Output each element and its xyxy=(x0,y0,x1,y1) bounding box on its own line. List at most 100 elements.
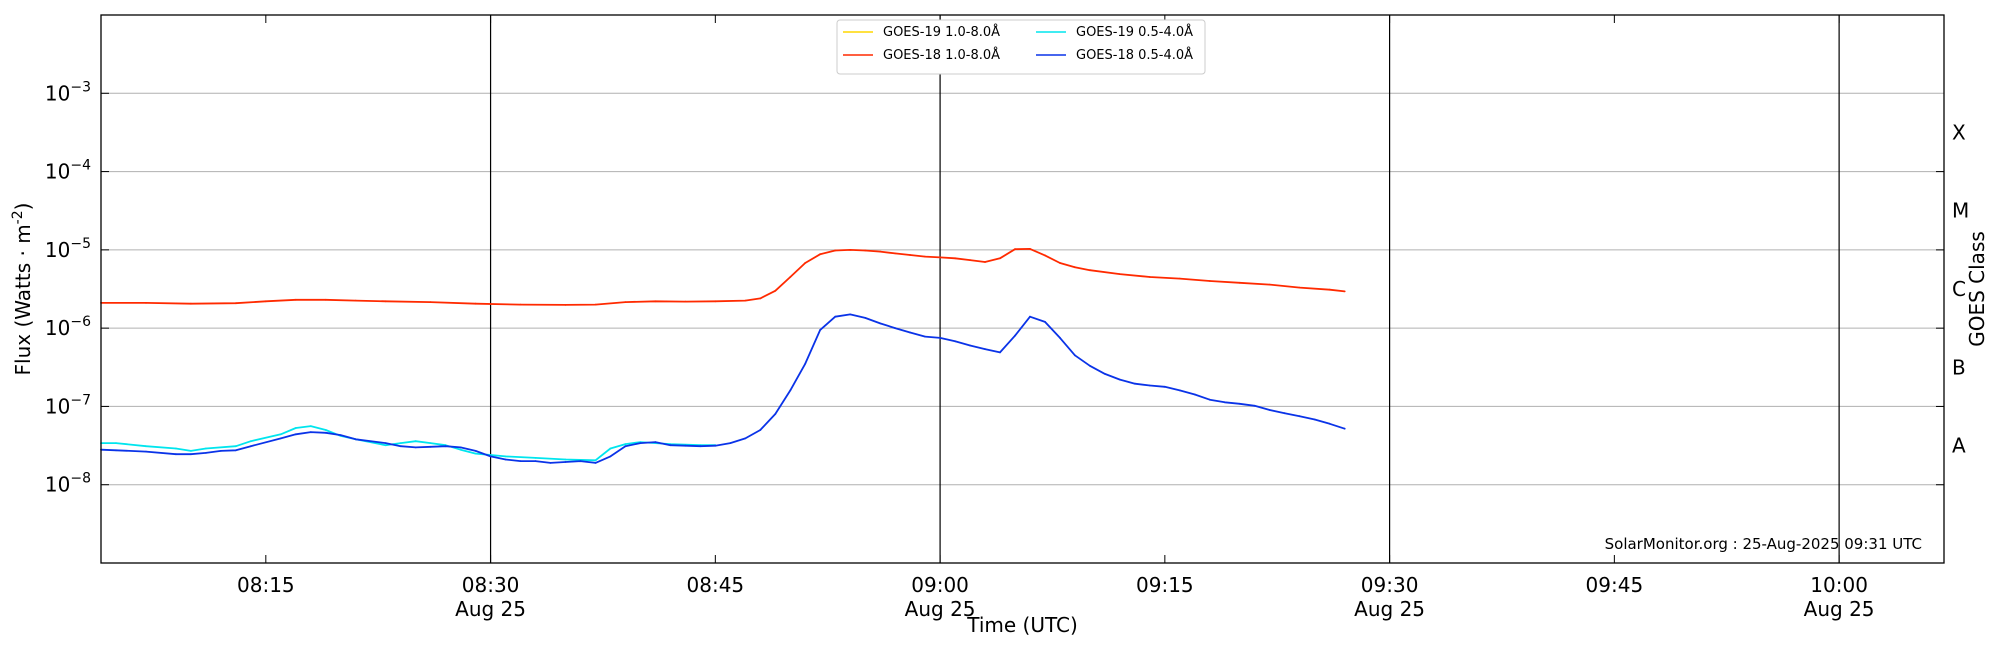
x-tick-label: 08:45 xyxy=(687,573,745,597)
goes-class-label: A xyxy=(1952,434,1966,458)
data-point xyxy=(324,429,327,431)
x-tick-label: 10:00 xyxy=(1810,573,1868,597)
data-point xyxy=(594,303,597,306)
data-point xyxy=(190,302,192,305)
data-point xyxy=(864,249,867,252)
data-point xyxy=(235,445,237,448)
data-point xyxy=(684,300,687,303)
y-tick-label: 10−8 xyxy=(45,471,91,497)
data-point xyxy=(984,261,986,263)
data-point xyxy=(384,300,387,303)
data-point xyxy=(804,262,807,264)
y-axis-title: Flux (Watts · m-2) xyxy=(10,203,35,376)
goes-class-label: X xyxy=(1952,120,1966,144)
series-lines xyxy=(100,247,1346,464)
x-tick-date-label: Aug 25 xyxy=(1354,597,1425,621)
data-point xyxy=(1029,248,1031,250)
data-point xyxy=(564,304,567,306)
data-point xyxy=(145,302,147,304)
y-axis-title-exponent: -2 xyxy=(10,210,26,224)
data-point xyxy=(429,442,432,444)
data-point xyxy=(819,253,822,256)
data-point xyxy=(474,452,477,455)
x-tick-label: 09:30 xyxy=(1361,573,1419,597)
data-point xyxy=(624,301,627,303)
day-marker-lines xyxy=(489,15,1840,563)
data-point xyxy=(474,302,477,305)
legend-box xyxy=(836,19,1206,75)
data-point xyxy=(1089,269,1091,272)
data-point xyxy=(249,440,252,443)
data-point xyxy=(145,445,147,448)
goes-class-label: B xyxy=(1952,355,1966,379)
data-point xyxy=(1238,281,1241,284)
y-tick-label: 10−5 xyxy=(45,236,91,262)
data-point xyxy=(924,255,926,258)
data-point xyxy=(714,300,717,303)
data-point xyxy=(384,444,387,447)
x-tick-label: 08:30 xyxy=(462,573,520,597)
data-point xyxy=(969,259,971,261)
data-point xyxy=(1149,276,1151,278)
legend-label: GOES-18 1.0-8.0Å xyxy=(883,47,1000,63)
data-point xyxy=(519,303,522,306)
x-tick-date-label: Aug 25 xyxy=(905,597,976,621)
data-point xyxy=(294,427,297,429)
legend-label: GOES-18 0.5-4.0Å xyxy=(1076,47,1193,63)
data-point xyxy=(834,249,837,252)
data-point xyxy=(654,300,657,303)
data-point xyxy=(1044,254,1046,257)
legend-label: GOES-19 0.5-4.0Å xyxy=(1076,24,1193,40)
x-tick-date-label: Aug 25 xyxy=(1804,597,1875,621)
series-line-1 xyxy=(101,247,1345,306)
data-point xyxy=(879,250,882,253)
data-point xyxy=(399,442,402,444)
data-point xyxy=(534,457,537,459)
data-point xyxy=(1343,290,1346,293)
data-point xyxy=(459,448,462,451)
data-point xyxy=(190,450,192,452)
data-point xyxy=(954,257,956,260)
data-point xyxy=(309,425,312,427)
data-point xyxy=(115,442,117,444)
series-line-2 xyxy=(101,425,716,462)
data-point xyxy=(235,302,237,305)
data-point xyxy=(894,252,896,255)
data-point xyxy=(1268,283,1271,286)
goes-class-axis-title: GOES Class xyxy=(1965,231,1989,347)
data-point xyxy=(1328,288,1331,291)
data-point xyxy=(175,447,177,450)
plot-frame xyxy=(100,14,1945,564)
goes-class-label: M xyxy=(1952,199,1969,223)
y-tick-label: 10−7 xyxy=(45,392,91,418)
data-point xyxy=(354,299,357,302)
data-point xyxy=(744,299,747,302)
data-point xyxy=(774,289,777,292)
y-tick-label: 10−6 xyxy=(45,314,91,340)
series-line-3 xyxy=(100,313,1345,464)
data-point xyxy=(414,440,417,443)
x-tick-label: 09:15 xyxy=(1136,573,1194,597)
data-point xyxy=(1298,286,1301,289)
data-point xyxy=(624,443,627,445)
data-point xyxy=(609,447,612,450)
data-point xyxy=(294,298,297,301)
data-point xyxy=(1119,273,1121,275)
data-point xyxy=(1014,248,1016,251)
x-tick-label: 08:15 xyxy=(237,573,295,597)
data-point xyxy=(205,447,207,450)
data-point xyxy=(1074,266,1076,269)
data-point xyxy=(759,297,762,300)
x-tick-label: 09:00 xyxy=(911,573,969,597)
legend: GOES-19 1.0-8.0Å GOES-19 0.5-4.0Å GOES-18 … xyxy=(836,19,1206,75)
y-tick-label: 10−4 xyxy=(45,158,91,184)
data-point xyxy=(789,276,792,278)
data-point xyxy=(279,433,282,436)
data-point xyxy=(1178,277,1181,280)
y-tick-label: 10−3 xyxy=(45,79,91,105)
data-point xyxy=(504,455,507,458)
data-point xyxy=(849,249,852,251)
data-point xyxy=(324,298,327,301)
